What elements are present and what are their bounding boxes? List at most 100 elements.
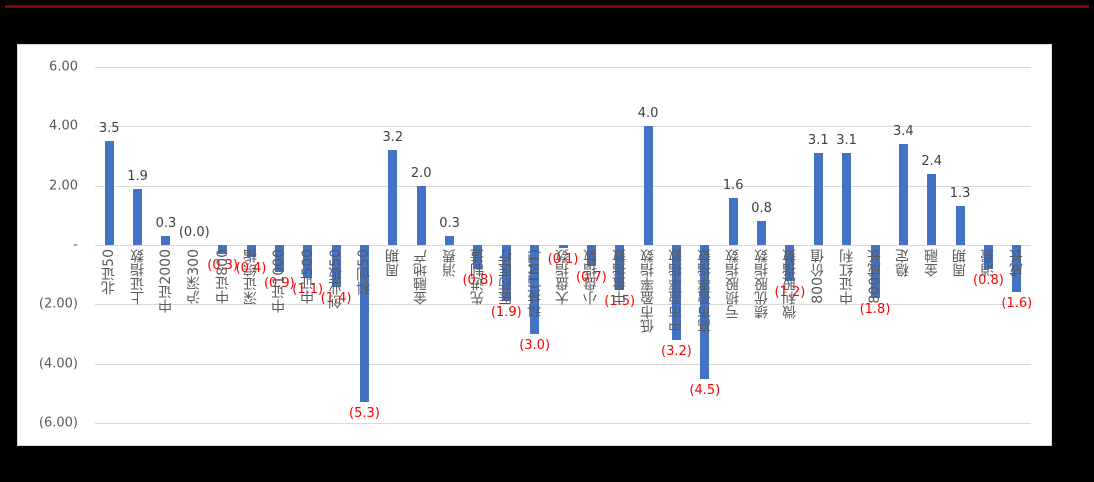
- bar: [530, 245, 540, 334]
- bar: [671, 245, 681, 340]
- value-label: 1.3: [949, 186, 971, 202]
- x-category-label: 科创50: [356, 249, 373, 295]
- value-label: (1.5): [604, 293, 636, 309]
- x-category-label: 高市盈率指数: [696, 249, 713, 333]
- x-category-label: 上证指数: [129, 249, 146, 305]
- value-label: (1.8): [859, 302, 891, 318]
- value-label: (3.2): [661, 343, 692, 359]
- bar: [274, 245, 284, 272]
- value-label: (0.8): [973, 272, 1004, 288]
- value-label: 4.0: [637, 106, 659, 122]
- value-label: (0.1): [547, 251, 579, 267]
- x-category-label: 稳定: [895, 249, 912, 277]
- bar: [218, 245, 228, 254]
- value-label: 0.8: [751, 201, 772, 217]
- bar: [842, 153, 852, 245]
- bar: [643, 126, 653, 245]
- header-rule: [5, 5, 1089, 8]
- value-label: (1.9): [490, 305, 522, 321]
- x-category-label: 创业板50: [328, 249, 345, 309]
- bar: [359, 245, 369, 403]
- bar: [586, 245, 596, 266]
- y-tick-label: 2.00: [49, 178, 78, 194]
- x-category-label: 医药医疗: [498, 249, 515, 305]
- bar: [331, 245, 341, 287]
- value-label: 3.1: [807, 133, 829, 149]
- value-label: (1.2): [774, 284, 806, 300]
- value-label: (5.3): [349, 406, 380, 422]
- x-category-label: 消费: [980, 249, 997, 277]
- bar: [700, 245, 710, 379]
- value-label: (0.7): [575, 269, 607, 285]
- gridline: [95, 67, 1031, 68]
- x-category-label: 微利股指数: [781, 249, 798, 319]
- gridline: [95, 363, 1031, 365]
- y-tick-label: (6.00): [38, 415, 78, 431]
- x-category-label: 中盘指数: [611, 249, 628, 305]
- bar: [1012, 245, 1022, 293]
- value-label: (0.9): [263, 275, 295, 291]
- bar: [728, 197, 738, 245]
- value-label: 0.3: [439, 216, 460, 232]
- x-category-label: 800价值: [810, 249, 827, 304]
- bar: [757, 221, 767, 245]
- value-label: 1.9: [127, 168, 148, 184]
- y-tick-label: 4.00: [49, 118, 78, 134]
- bar: [161, 236, 171, 245]
- bar: [473, 245, 483, 269]
- gridline: [95, 126, 1031, 128]
- x-category-label: 金融: [923, 249, 940, 277]
- value-label: 0.3: [155, 216, 177, 232]
- bar: [133, 188, 143, 245]
- value-label: (4.5): [689, 382, 721, 398]
- bar: [303, 245, 313, 278]
- x-category-label: 金融地产: [413, 249, 430, 305]
- y-tick-label: 6.00: [49, 59, 78, 75]
- value-label: (3.0): [519, 338, 551, 353]
- value-label: (0.3): [207, 257, 239, 273]
- x-category-label: 中证800: [214, 249, 231, 304]
- x-category-label: 亏损股指数: [725, 249, 742, 319]
- bar: [785, 245, 795, 281]
- value-label: (1.1): [292, 281, 324, 297]
- gridline: [95, 423, 1031, 424]
- value-label: 3.2: [382, 130, 404, 146]
- x-category-label: 800成长: [867, 249, 883, 304]
- value-label: 1.6: [722, 177, 744, 193]
- bar: [870, 245, 880, 299]
- value-label: 2.4: [921, 153, 943, 169]
- y-tick-label: (2.00): [38, 296, 78, 312]
- value-label: (1.4): [320, 290, 352, 306]
- value-label: 3.5: [98, 121, 120, 137]
- y-tick-label: (4.00): [38, 356, 78, 372]
- x-category-label: 中证2000: [157, 249, 174, 313]
- bar: [445, 236, 455, 245]
- value-label: 3.1: [836, 133, 857, 149]
- x-category-label: 成长: [1008, 249, 1025, 277]
- value-label: (0.4): [235, 260, 267, 276]
- bar: [388, 150, 398, 245]
- bar: [927, 173, 937, 245]
- value-label: (0.0): [178, 225, 210, 240]
- bar: [104, 141, 114, 245]
- plot-area: 3.5 北证50 1.9 上证指数 0.3 中证2000 (0.0) 沪深300 (0.3) 中证…: [95, 67, 1032, 424]
- bar: [558, 245, 568, 248]
- bar: [898, 144, 908, 245]
- x-category-label: 低市盈率指数: [640, 249, 657, 333]
- bar: [813, 153, 823, 245]
- y-tick-label: -: [73, 237, 78, 253]
- value-label: (1.6): [1001, 296, 1033, 312]
- gridline: [95, 185, 1031, 187]
- bar: [955, 206, 965, 245]
- x-category-label: 北证50: [101, 249, 118, 295]
- bar: [416, 185, 426, 245]
- x-category-label: 先进制造: [469, 249, 486, 305]
- x-category-label: 中证红利: [838, 249, 855, 305]
- bar: [501, 245, 511, 302]
- value-label: 2.0: [410, 165, 432, 181]
- value-label: 3.4: [893, 124, 914, 140]
- value-label: (0.8): [462, 272, 494, 288]
- gridline: [95, 304, 1031, 306]
- bar: [246, 245, 256, 257]
- x-category-label: 周期: [384, 249, 401, 277]
